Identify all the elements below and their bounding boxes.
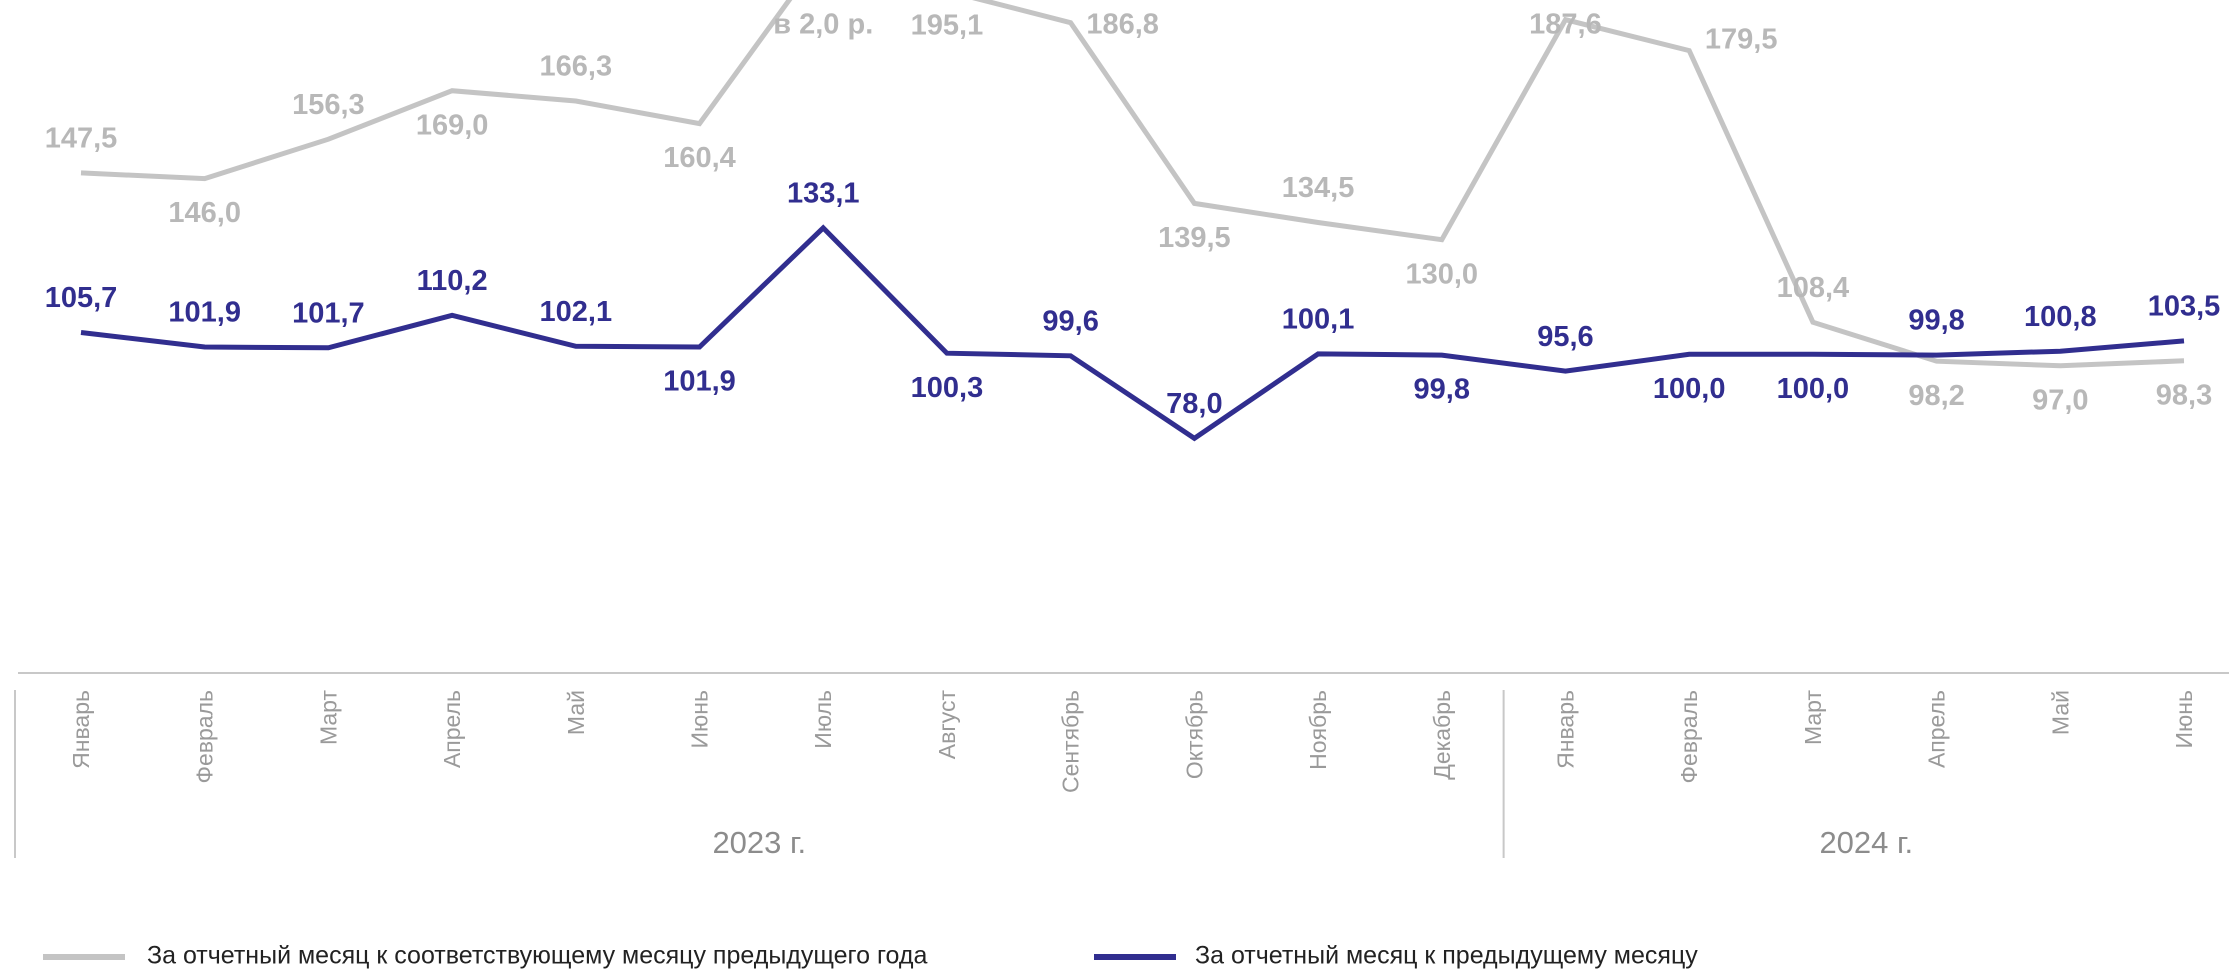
data-label: 100,1 (1282, 304, 1355, 336)
data-label: 78,0 (1166, 388, 1222, 420)
data-label: 146,0 (168, 197, 241, 229)
data-label: 156,3 (292, 89, 365, 121)
data-point (2181, 338, 2187, 344)
data-label: 101,9 (168, 297, 241, 329)
data-labels: 147,5 146,0 156,3 169,0 166,3 160,4 в 2,0 р. 19… (45, 9, 2221, 420)
data-point (1068, 353, 1074, 359)
data-label: 99,8 (1414, 374, 1470, 406)
data-point (697, 344, 703, 350)
data-label: 103,5 (2148, 291, 2221, 323)
data-label: 133,1 (787, 178, 860, 210)
x-tick-label: Май (563, 690, 589, 735)
data-point (820, 225, 826, 231)
data-point (1934, 352, 1940, 358)
x-tick-label: Октябрь (1181, 690, 1207, 779)
data-point (1686, 48, 1692, 54)
x-tick-label: Март (315, 690, 341, 745)
year-group-label: 2023 г. (712, 825, 806, 860)
data-point (1315, 220, 1321, 226)
data-point (573, 343, 579, 349)
data-point (1810, 319, 1816, 325)
data-point (1315, 351, 1321, 357)
data-label: 166,3 (540, 51, 613, 83)
x-tick-label: Февраль (192, 690, 218, 783)
legend: За отчетный месяц к соответствующему мес… (43, 942, 1698, 970)
data-point (697, 121, 703, 127)
data-label: 160,4 (663, 142, 736, 174)
data-point (325, 136, 331, 142)
data-point (1439, 352, 1445, 358)
data-point (573, 98, 579, 104)
data-point (2057, 363, 2063, 369)
data-point (1686, 351, 1692, 357)
data-label: 99,8 (1908, 305, 1964, 337)
data-point (1068, 20, 1074, 26)
data-label: 134,5 (1282, 172, 1355, 204)
series-line-1 (80, 0, 2185, 369)
data-point (78, 170, 84, 176)
data-label: 100,0 (1777, 373, 1850, 405)
data-point (449, 312, 455, 318)
x-tick-label: Ноябрь (1305, 690, 1331, 770)
x-tick-label: Июнь (2171, 690, 2197, 748)
data-point (202, 344, 208, 350)
data-label: 108,4 (1777, 272, 1850, 304)
data-point (2181, 358, 2187, 364)
data-label: 179,5 (1705, 23, 1778, 55)
data-label: 130,0 (1405, 258, 1478, 290)
data-label: 101,9 (663, 366, 736, 398)
data-label: 100,0 (1653, 373, 1726, 405)
data-label: 98,3 (2156, 379, 2212, 411)
data-point (1439, 237, 1445, 243)
data-label: 105,7 (45, 282, 118, 314)
data-label: 101,7 (292, 297, 365, 329)
data-point (1191, 200, 1197, 206)
data-point (449, 88, 455, 94)
data-label: в 2,0 р. (773, 9, 873, 41)
data-label: 99,6 (1042, 305, 1098, 337)
x-tick-label: Январь (68, 690, 94, 769)
x-tick-label: Декабрь (1429, 690, 1455, 780)
x-tick-label: Июль (810, 690, 836, 749)
data-label: 186,8 (1086, 9, 1159, 41)
data-label: 100,3 (911, 372, 984, 404)
x-axis: Январь Февраль Март Апрель Май Июнь Июль Август… (14, 672, 2229, 860)
x-tick-label: Январь (1552, 690, 1578, 769)
data-label: 97,0 (2032, 384, 2088, 416)
data-label: 110,2 (417, 265, 488, 297)
x-tick-label: Март (1800, 690, 1826, 745)
data-point (1191, 435, 1197, 441)
data-label: 187,6 (1529, 9, 1602, 41)
x-tick-label: Июнь (687, 690, 713, 748)
data-point (944, 350, 950, 356)
legend-label: За отчетный месяц к предыдущему месяцу (1195, 942, 1698, 970)
data-label: 100,8 (2024, 301, 2097, 333)
data-point (78, 330, 84, 336)
data-label: 139,5 (1158, 222, 1231, 254)
data-label: 102,1 (540, 296, 613, 328)
data-label: 169,0 (416, 109, 489, 141)
x-tick-label: Апрель (439, 690, 465, 768)
data-point (1810, 351, 1816, 357)
data-point (2057, 348, 2063, 354)
data-point (202, 176, 208, 182)
data-label: 147,5 (45, 123, 118, 155)
data-label: 95,6 (1537, 321, 1593, 353)
data-label: 98,2 (1908, 380, 1964, 412)
data-point (1934, 358, 1940, 364)
data-point (325, 345, 331, 351)
series-line-2 (80, 224, 2185, 442)
legend-label: За отчетный месяц к соответствующему мес… (147, 942, 927, 970)
data-point (1562, 368, 1568, 374)
data-label: 195,1 (911, 10, 984, 42)
x-tick-label: Август (934, 690, 960, 760)
x-tick-label: Сентябрь (1058, 690, 1084, 793)
x-tick-label: Май (2047, 690, 2073, 735)
series-lines (78, 0, 2187, 442)
x-tick-label: Апрель (1924, 690, 1950, 768)
x-tick-label: Февраль (1676, 690, 1702, 783)
year-group-label: 2024 г. (1819, 825, 1913, 860)
